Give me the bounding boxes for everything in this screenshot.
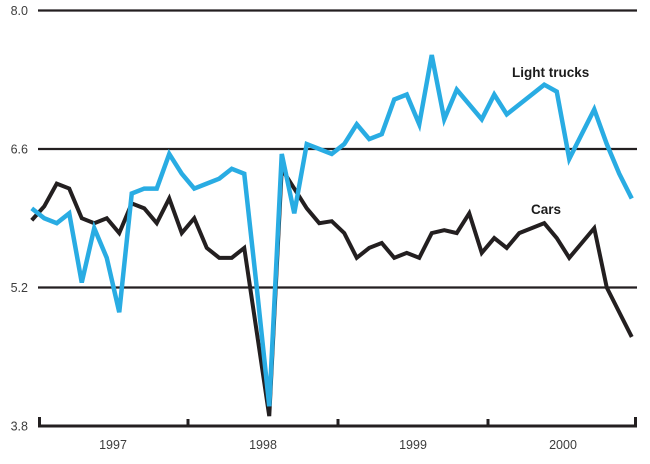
- x-tick-label: 1999: [399, 438, 427, 452]
- y-tick-label: 5.2: [11, 281, 28, 295]
- x-axis-tick-labels: 1997 1998 1999 2000: [99, 438, 577, 452]
- light-trucks-line: [30, 54, 634, 407]
- x-axis: [38, 417, 637, 428]
- x-tick-label: 2000: [549, 438, 577, 452]
- y-axis-tick-labels: 8.0 6.6 5.2 3.8: [11, 4, 28, 434]
- x-tick-label: 1998: [249, 438, 277, 452]
- x-tick-label: 1997: [99, 438, 127, 452]
- y-tick-label: 6.6: [11, 142, 28, 156]
- y-tick-label: 3.8: [11, 420, 28, 434]
- y-tick-label: 8.0: [11, 4, 28, 18]
- cars-series-label: Cars: [531, 202, 561, 217]
- series-lines: [30, 54, 634, 417]
- light-trucks-series-label: Light trucks: [512, 65, 589, 80]
